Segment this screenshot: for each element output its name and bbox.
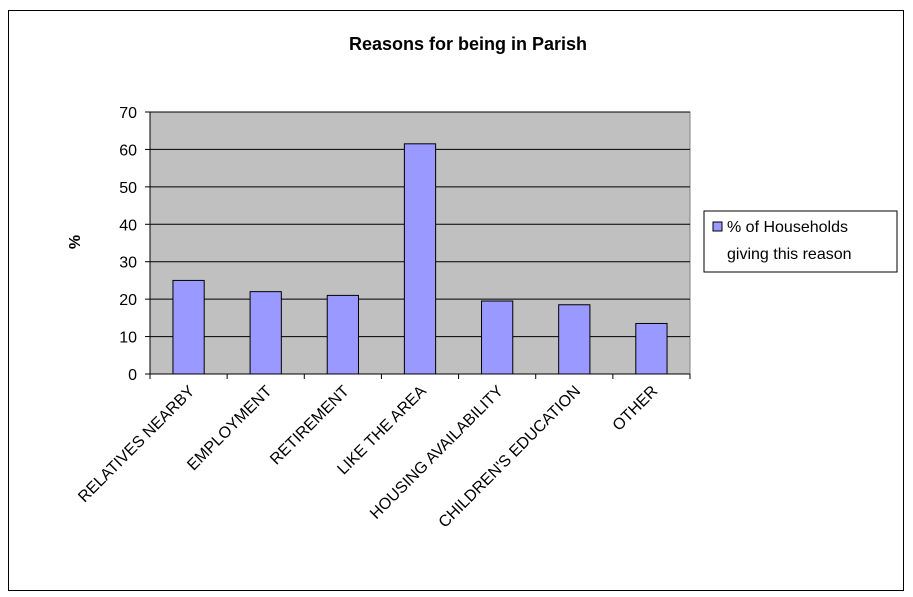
x-tick-labels: RELATIVES NEARBYEMPLOYMENTRETIREMENTLIKE… <box>75 383 661 532</box>
y-tick-label: 60 <box>119 142 137 159</box>
legend-box <box>703 210 898 273</box>
legend: % of Households giving this reason <box>703 210 898 273</box>
x-tick-label: RELATIVES NEARBY <box>75 383 198 506</box>
chart-title: Reasons for being in Parish <box>349 34 587 54</box>
x-tick-label: OTHER <box>610 383 662 435</box>
y-tick-label: 0 <box>128 367 137 384</box>
legend-swatch <box>712 221 723 232</box>
bar <box>172 279 205 375</box>
legend-label-line-1: % of Households <box>727 219 848 236</box>
axes <box>145 111 691 379</box>
bar <box>326 294 359 375</box>
bar <box>558 304 591 375</box>
bar <box>635 322 668 375</box>
x-tick-label: CHILDREN'S EDUCATION <box>436 383 584 531</box>
y-tick-label: 30 <box>119 255 137 272</box>
bars <box>172 143 668 375</box>
bar <box>403 143 437 375</box>
x-tick-label: RETIREMENT <box>267 383 353 469</box>
y-tick-label: 50 <box>119 180 137 197</box>
legend-label-line-2: giving this reason <box>727 246 852 263</box>
x-tick-label: EMPLOYMENT <box>184 383 275 474</box>
y-tick-label: 70 <box>119 105 137 122</box>
y-axis-label: % <box>67 235 84 249</box>
bar <box>249 291 282 375</box>
y-tick-label: 20 <box>119 292 137 309</box>
bar <box>481 300 514 375</box>
x-tick-label: HOUSING AVAILABILITY <box>367 383 507 523</box>
y-tick-label: 40 <box>119 217 137 234</box>
y-tick-label: 10 <box>119 330 137 347</box>
y-tick-labels: 0 10 20 30 40 50 60 70 <box>119 105 137 384</box>
